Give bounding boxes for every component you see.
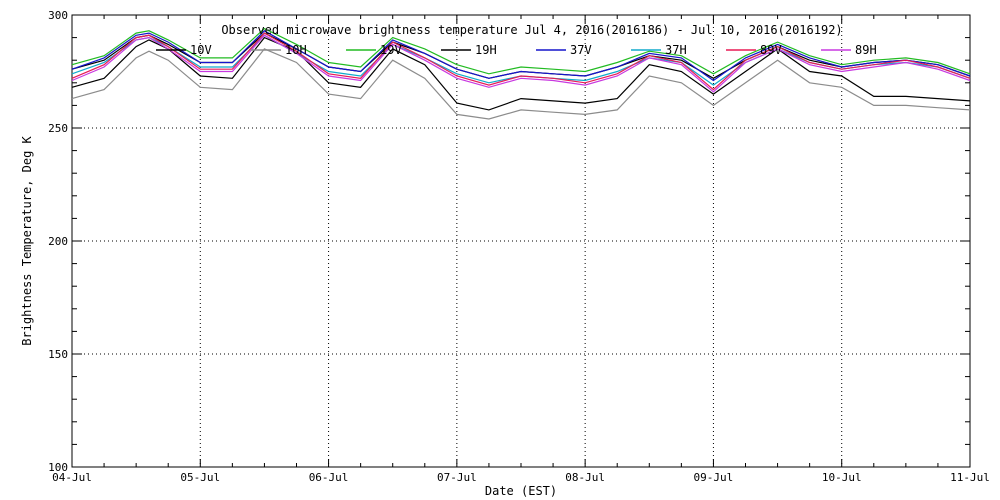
x-tick-label: 09-Jul bbox=[694, 471, 734, 484]
y-tick-label: 250 bbox=[48, 122, 68, 135]
series-line-89h bbox=[71, 34, 971, 93]
x-tick-label: 07-Jul bbox=[437, 471, 477, 484]
series-line-37v bbox=[71, 30, 971, 82]
x-tick-label: 06-Jul bbox=[309, 471, 349, 484]
x-tick-label: 05-Jul bbox=[180, 471, 220, 484]
legend: 10V 10H 19V 19H 37V 37H 89V 89H bbox=[156, 43, 877, 57]
series-lines bbox=[71, 27, 971, 120]
y-tick-label: 100 bbox=[48, 461, 68, 474]
x-axis-title: Date (EST) bbox=[485, 484, 557, 498]
legend-label: 37H bbox=[665, 43, 687, 57]
x-tick-label: 11-Jul bbox=[950, 471, 990, 484]
y-tick-label: 150 bbox=[48, 348, 68, 361]
grid-lines bbox=[72, 15, 970, 467]
x-tick-label: 04-Jul bbox=[52, 471, 92, 484]
legend-label: 19V bbox=[380, 43, 402, 57]
legend-label: 19H bbox=[475, 43, 497, 57]
legend-label: 89H bbox=[855, 43, 877, 57]
series-line-19v bbox=[71, 27, 971, 75]
legend-label: 89V bbox=[760, 43, 782, 57]
x-tick-label: 08-Jul bbox=[565, 471, 605, 484]
legend-label: 10H bbox=[285, 43, 307, 57]
series-line-10v bbox=[71, 36, 971, 111]
y-tick-label: 200 bbox=[48, 235, 68, 248]
y-axis-title: Brightness Temperature, Deg K bbox=[20, 135, 34, 345]
legend-label: 10V bbox=[190, 43, 212, 57]
y-tick-label: 300 bbox=[48, 9, 68, 22]
series-line-10h bbox=[71, 48, 971, 120]
series-line-89v bbox=[71, 32, 971, 91]
axis-ticks: 04-Jul 05-Jul 06-Jul 07-Jul 08-Jul 09-Jul 10-J… bbox=[48, 9, 990, 484]
x-tick-label: 10-Jul bbox=[822, 471, 862, 484]
chart-title: Observed microwave brightness temperatur… bbox=[221, 23, 842, 37]
legend-label: 37V bbox=[570, 43, 592, 57]
